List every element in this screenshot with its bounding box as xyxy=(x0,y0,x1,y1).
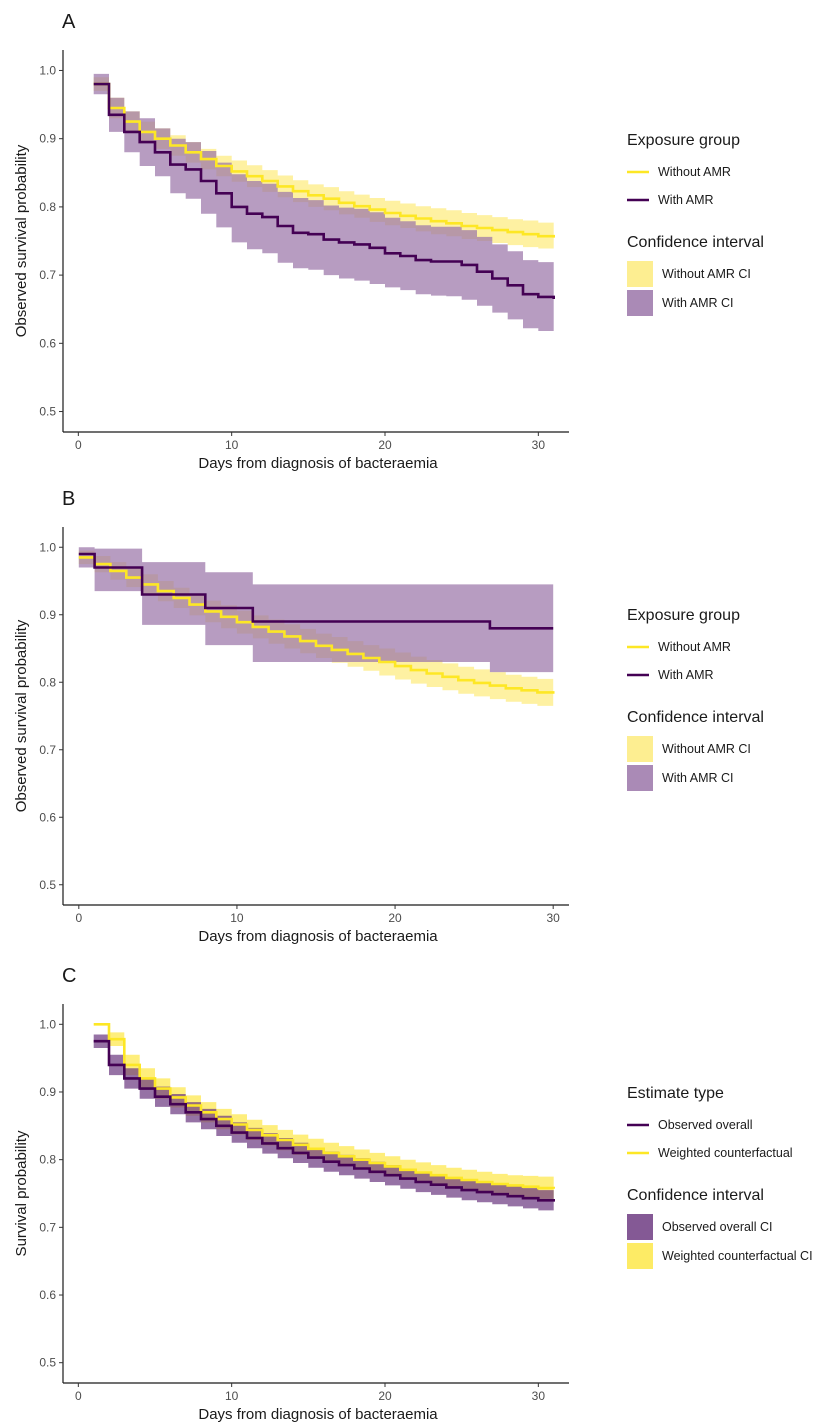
legend-title: Confidence interval xyxy=(627,709,764,726)
y-tick-label: 0.5 xyxy=(39,1356,56,1370)
ci-band-1 xyxy=(78,547,554,673)
y-tick-label: 0.9 xyxy=(39,608,56,622)
legend-label: With AMR xyxy=(658,668,714,682)
legend-label: Observed overall xyxy=(658,1118,753,1132)
panel-letter: B xyxy=(62,488,75,510)
ci-band-1 xyxy=(93,73,554,334)
legend-group-0: Exposure group Without AMR With AMR xyxy=(627,607,740,682)
y-axis-title: Observed survival probability xyxy=(13,619,30,812)
x-axis-title: Days from diagnosis of bacteraemia xyxy=(198,1406,438,1423)
ci-band-1 xyxy=(93,1034,554,1213)
legend-key-box xyxy=(627,1214,653,1240)
x-tick-label: 30 xyxy=(532,438,546,452)
legend-key-box xyxy=(627,1243,653,1269)
y-tick-label: 0.5 xyxy=(39,405,56,419)
series-line-1 xyxy=(93,82,555,299)
legend-label: Without AMR xyxy=(658,640,731,654)
x-tick-label: 20 xyxy=(378,1389,392,1403)
x-tick-label: 0 xyxy=(75,1389,82,1403)
y-tick-label: 1.0 xyxy=(39,63,56,77)
legend-group-1: Confidence interval Without AMR CI With AM… xyxy=(627,709,764,791)
legend-key-box xyxy=(627,261,653,287)
legend-label: Without AMR CI xyxy=(662,742,751,756)
y-tick-label: 0.6 xyxy=(39,810,56,824)
panel-b: B 0.5 0.6 0.7 0.8 0.9 1.0 0 10 20 30 Days from diag… xyxy=(13,488,764,945)
legend-title: Exposure group xyxy=(627,132,740,149)
y-tick-label: 0.7 xyxy=(39,268,56,282)
y-tick-label: 0.8 xyxy=(39,1153,56,1167)
y-tick-label: 0.7 xyxy=(39,743,56,757)
y-tick-label: 1.0 xyxy=(39,1017,56,1031)
x-tick-label: 20 xyxy=(378,438,392,452)
legend-label: Without AMR xyxy=(658,165,731,179)
y-tick-label: 0.6 xyxy=(39,336,56,350)
x-tick-label: 10 xyxy=(225,438,239,452)
series-line-1 xyxy=(78,552,554,630)
x-tick-label: 10 xyxy=(230,911,244,925)
legend-label: With AMR CI xyxy=(662,771,734,785)
legend-key-box xyxy=(627,290,653,316)
legend-group-1: Confidence interval Observed overall CI We… xyxy=(627,1187,813,1269)
legend-label: With AMR CI xyxy=(662,296,734,310)
x-tick-label: 30 xyxy=(547,911,561,925)
y-axis-title: Observed survival probability xyxy=(13,144,30,337)
legend-label: Observed overall CI xyxy=(662,1220,772,1234)
legend-label: Weighted counterfactual xyxy=(658,1146,793,1160)
x-tick-label: 0 xyxy=(75,438,82,452)
x-tick-label: 20 xyxy=(388,911,402,925)
y-tick-label: 0.6 xyxy=(39,1288,56,1302)
x-axis-title: Days from diagnosis of bacteraemia xyxy=(198,928,438,945)
legend-key-box xyxy=(627,736,653,762)
panel-c: C 0.5 0.6 0.7 0.8 0.9 1.0 0 10 20 30 Days from diag… xyxy=(13,965,813,1423)
series-line-0 xyxy=(78,556,555,694)
x-axis-title: Days from diagnosis of bacteraemia xyxy=(198,455,438,472)
y-tick-label: 0.5 xyxy=(39,878,56,892)
y-tick-label: 0.9 xyxy=(39,1085,56,1099)
panel-a: A 0.5 0.6 0.7 0.8 0.9 1.0 0 10 20 30 Days from diag… xyxy=(13,11,764,472)
y-tick-label: 1.0 xyxy=(39,540,56,554)
legend-title: Estimate type xyxy=(627,1085,724,1102)
legend-title: Confidence interval xyxy=(627,234,764,251)
y-axis-title: Survival probability xyxy=(13,1130,30,1256)
legend-title: Exposure group xyxy=(627,607,740,624)
x-tick-label: 30 xyxy=(532,1389,546,1403)
panel-letter: C xyxy=(62,965,76,987)
legend-label: Without AMR CI xyxy=(662,267,751,281)
panel-letter: A xyxy=(62,11,76,33)
x-tick-label: 10 xyxy=(225,1389,239,1403)
legend-group-1: Confidence interval Without AMR CI With AM… xyxy=(627,234,764,316)
legend-label: Weighted counterfactual CI xyxy=(662,1249,813,1263)
legend-group-0: Exposure group Without AMR With AMR xyxy=(627,132,740,207)
y-tick-label: 0.9 xyxy=(39,132,56,146)
x-tick-label: 0 xyxy=(75,911,82,925)
series-line-1 xyxy=(93,1039,555,1202)
ci-band-0 xyxy=(93,1024,554,1201)
y-tick-label: 0.8 xyxy=(39,675,56,689)
legend-title: Confidence interval xyxy=(627,1187,764,1204)
y-tick-label: 0.7 xyxy=(39,1220,56,1234)
legend-key-box xyxy=(627,765,653,791)
legend-group-0: Estimate type Observed overall Weighted co… xyxy=(627,1085,793,1160)
series-line-0 xyxy=(93,82,555,238)
y-tick-label: 0.8 xyxy=(39,200,56,214)
legend-label: With AMR xyxy=(658,193,714,207)
